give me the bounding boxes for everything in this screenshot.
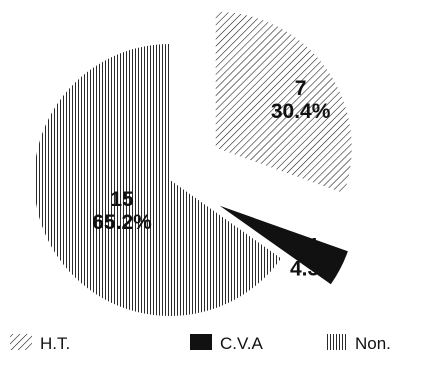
legend-label: C.V.A	[220, 334, 264, 353]
chart-legend: H.T. C.V.A Non.	[10, 334, 391, 353]
slice-percent-label: 30.4%	[271, 100, 331, 123]
legend-item: Non.	[325, 334, 391, 353]
slice-count-label: 7	[295, 77, 307, 100]
pie-slices	[33, 11, 352, 316]
legend-label: H.T.	[40, 334, 70, 353]
pie-slice-non	[33, 44, 282, 316]
slice-count-label: 1	[308, 235, 320, 258]
pie-slice-c-v-a	[219, 205, 348, 285]
legend-item: H.T.	[10, 334, 70, 353]
legend-swatch	[325, 334, 347, 350]
legend-label: Non.	[355, 334, 391, 353]
legend-swatch	[10, 334, 32, 350]
pie-slice-h-t	[215, 11, 352, 194]
slice-count-label: 15	[110, 188, 134, 211]
slice-percent-label: 65.2%	[92, 211, 152, 234]
legend-item: C.V.A	[190, 334, 264, 353]
legend-swatch	[190, 334, 212, 350]
slice-percent-label: 4.3%	[290, 258, 338, 281]
